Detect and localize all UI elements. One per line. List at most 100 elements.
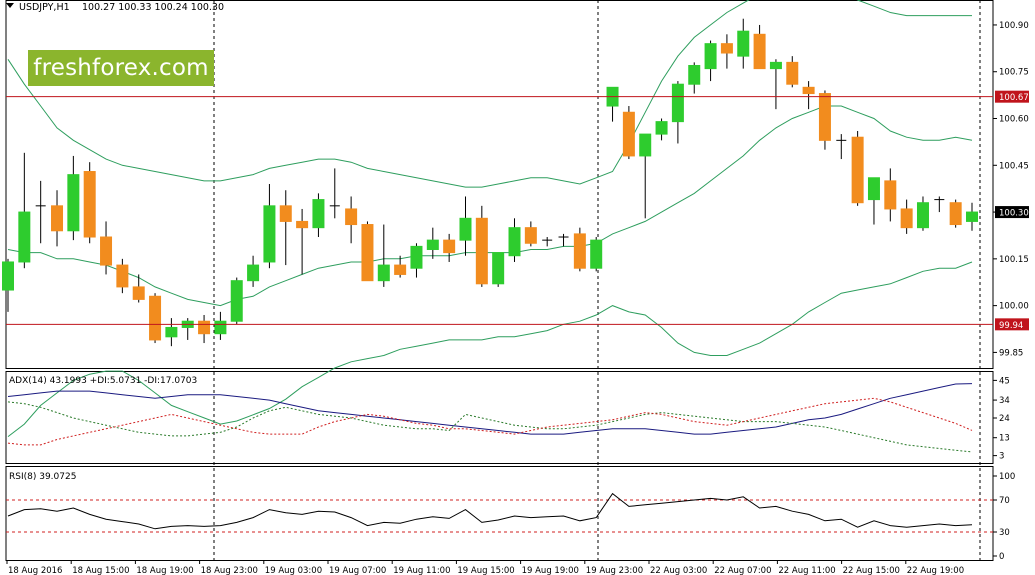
time-tick-label: 18 Aug 19:00 — [136, 566, 193, 575]
candle-body-bear — [116, 264, 129, 288]
candle-body-bear — [345, 208, 358, 226]
candle — [443, 233, 456, 262]
candle-body-bear — [83, 171, 96, 238]
candle — [753, 24, 766, 70]
candle — [214, 311, 227, 340]
candle — [410, 243, 423, 278]
rsi-tick-label: 100 — [999, 472, 1015, 482]
candle — [542, 237, 553, 247]
candle-body-bear — [802, 86, 815, 95]
candle-body-bear — [443, 239, 456, 254]
candle-body-bear — [786, 61, 799, 85]
candle — [132, 274, 145, 303]
candle-body-bear — [279, 205, 292, 222]
candle — [67, 155, 80, 241]
candle-body-bear — [720, 43, 733, 54]
candle — [116, 258, 129, 294]
candle — [900, 199, 913, 234]
time-tick-label: 22 Aug 03:00 — [650, 566, 707, 575]
adx-series-adx — [7, 383, 973, 435]
bollinger-upper-line — [7, 0, 972, 188]
candle — [558, 233, 569, 247]
candle-body-bear — [949, 202, 962, 226]
candle-body-bear — [296, 220, 309, 229]
level-high-tag: 100.67 — [999, 93, 1029, 103]
candle-body-bear — [149, 295, 162, 341]
candle-body-bull — [459, 217, 472, 241]
price-tick-label: 100.60 — [999, 115, 1029, 125]
candle-body-bear — [900, 208, 913, 229]
current-price-tag-bg — [995, 206, 1029, 219]
adx-tick-label: 34 — [999, 396, 1010, 406]
collapse-triangle-icon[interactable] — [6, 3, 14, 8]
candle — [884, 168, 897, 222]
candle-body-bull — [410, 245, 423, 269]
candle — [394, 255, 407, 278]
candle-body-bull — [18, 211, 31, 263]
adx-lines — [7, 383, 973, 453]
candle — [966, 202, 978, 231]
time-tick-label: 19 Aug 19:00 — [522, 566, 579, 575]
rsi-label: RSI(8) 39.0725 — [9, 472, 76, 482]
rsi-lines — [6, 492, 993, 533]
candle — [198, 314, 211, 344]
candle — [18, 152, 31, 269]
time-tick-label: 18 Aug 23:00 — [201, 566, 258, 575]
horizontal-levels[interactable] — [6, 96, 993, 325]
candle — [165, 318, 178, 347]
time-tick-label: 22 Aug 19:00 — [907, 566, 964, 575]
candle — [671, 81, 684, 144]
candle-body-bull — [214, 320, 227, 335]
candle — [851, 130, 864, 206]
adx-series-plusdi — [7, 401, 973, 453]
rsi-tick-label: 0 — [999, 552, 1004, 562]
candle-body-bear — [475, 217, 488, 285]
candle-body-bull — [867, 177, 880, 201]
candlesticks — [2, 18, 978, 347]
candle-body-bull — [492, 252, 505, 285]
price-tick-label: 100.45 — [999, 161, 1029, 171]
candle-body-bull — [377, 264, 390, 282]
candle-body-bear — [622, 111, 635, 157]
candle — [573, 227, 586, 272]
time-tick-label: 18 Aug 2016 — [8, 566, 62, 575]
candle-body-bull — [966, 211, 978, 222]
candle — [426, 227, 439, 259]
candle — [688, 62, 701, 94]
candle — [312, 193, 325, 238]
candle — [524, 221, 537, 247]
candle — [704, 40, 717, 82]
candle-body-bull — [263, 205, 276, 263]
candle-body-bear — [361, 224, 374, 282]
time-tick-label: 22 Aug 07:00 — [714, 566, 771, 575]
candle — [329, 168, 340, 219]
candle — [149, 293, 162, 344]
candle — [279, 190, 292, 266]
adx-tick-label: 13 — [999, 434, 1010, 444]
candle-body-bear — [51, 205, 64, 232]
candle-body-bull — [426, 239, 439, 250]
candle — [949, 199, 962, 228]
price-tick-label: 100.00 — [999, 302, 1029, 312]
level-low-tag: 99.94 — [999, 321, 1023, 331]
candle-body-bear — [198, 320, 211, 335]
candle — [655, 118, 668, 141]
candle-body-bear — [132, 286, 145, 300]
candle — [247, 255, 260, 287]
candle — [263, 184, 276, 269]
candle-body-bull — [769, 61, 782, 70]
bollinger-bands — [7, 0, 973, 437]
time-tick-label: 19 Aug 15:00 — [457, 566, 514, 575]
candle — [100, 221, 113, 275]
adx-tick-label: 3 — [999, 452, 1004, 462]
current-price-tag: 100.30 — [999, 209, 1029, 219]
adx-tick-label: 45 — [999, 376, 1010, 386]
time-tick-label: 19 Aug 03:00 — [265, 566, 322, 575]
candle-body-bull — [704, 43, 717, 70]
adx-series-minusdi — [7, 397, 973, 446]
candle — [720, 34, 733, 69]
candle — [916, 196, 929, 231]
candle — [361, 221, 374, 282]
